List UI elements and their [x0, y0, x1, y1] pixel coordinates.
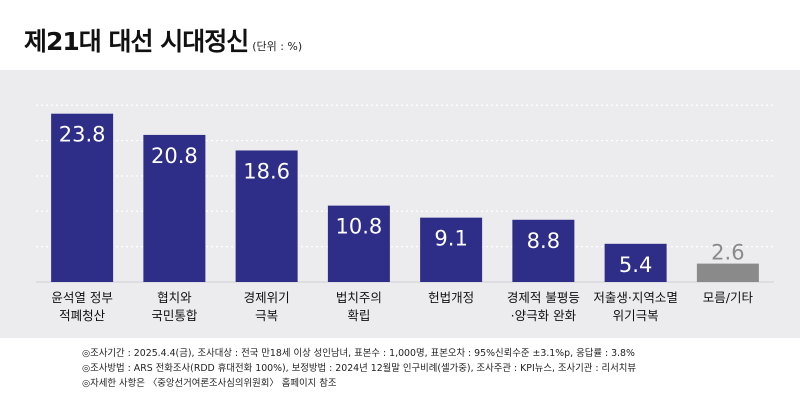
data-label: 8.8	[527, 229, 560, 253]
category-label: 극복	[255, 308, 278, 323]
category-label: 위기극복	[613, 308, 659, 323]
data-label: 5.4	[619, 253, 652, 277]
survey-notes: ◎조사기간 : 2025.4.4(금), 조사대상 : 전국 만18세 이상 성…	[82, 346, 636, 391]
category-label: 경제적 불평등	[507, 290, 580, 305]
category-label: 헌법개정	[428, 290, 474, 305]
survey-note-reference: ◎자세한 사항은 〈중앙선거여론조사심의위원회〉 홈페이지 참조	[82, 378, 337, 389]
category-label: 경제위기	[244, 290, 290, 305]
bar	[604, 243, 667, 282]
category-label: 윤석열 정부	[51, 290, 112, 305]
category-label: 적폐청산	[59, 308, 106, 323]
unit-label: (단위 : %)	[252, 40, 303, 53]
bar	[51, 113, 114, 282]
survey-note-period: ◎조사기간 : 2025.4.4(금), 조사대상 : 전국 만18세 이상 성…	[82, 348, 635, 359]
category-label: 모름/기타	[703, 290, 754, 305]
data-label: 9.1	[434, 227, 467, 251]
category-label: 국민통합	[151, 308, 198, 323]
title-block: 제21대 대선 시대정신 (단위 : %)	[24, 22, 302, 58]
chart-title: 제21대 대선 시대정신	[24, 27, 249, 56]
category-label: ·양극화 완화	[511, 308, 577, 323]
survey-note-method: ◎조사방법 : ARS 전화조사(RDD 휴대전화 100%), 보정방법 : …	[82, 363, 637, 374]
data-label: 20.8	[151, 144, 198, 168]
data-label: 18.6	[243, 159, 290, 183]
category-label: 저출생·지역소멸	[593, 290, 677, 305]
category-label: 법치주의	[336, 290, 382, 305]
bar	[420, 217, 483, 282]
data-label: 23.8	[59, 123, 106, 147]
data-label: 2.6	[711, 241, 744, 265]
bar	[512, 219, 575, 282]
data-label: 10.8	[335, 215, 382, 239]
bar	[327, 205, 390, 282]
bar	[696, 263, 759, 282]
bar	[143, 134, 206, 282]
category-label: 확립	[347, 308, 370, 323]
category-label: 협치와	[157, 290, 192, 305]
bar	[235, 150, 298, 282]
footer: ◎조사기간 : 2025.4.4(금), 조사대상 : 전국 만18세 이상 성…	[0, 338, 800, 400]
